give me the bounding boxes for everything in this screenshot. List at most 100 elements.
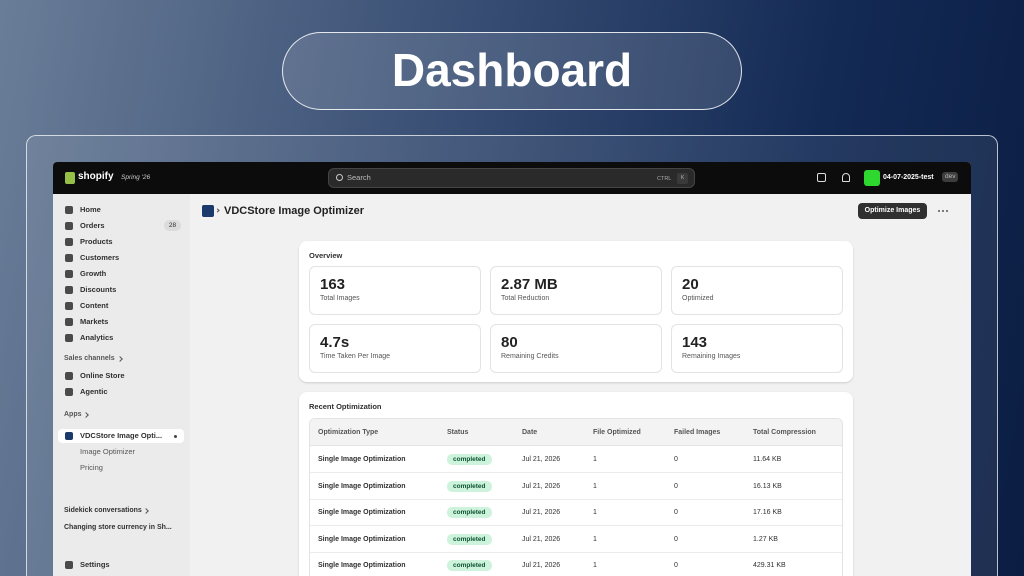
nav-item[interactable]: Home [80,205,101,214]
table-cell: Jul 21, 2026 [522,535,561,543]
status-badge: completed [447,560,492,571]
column-header: Failed Images [674,429,721,436]
stat-box: 4.7s Time Taken Per Image [309,324,481,373]
nav-icon [65,318,73,326]
nav-item[interactable]: Settings [80,560,110,569]
column-header: Total Compression [753,429,816,436]
stat-box: 80 Remaining Credits [490,324,662,373]
table-cell: Jul 21, 2026 [522,562,561,569]
app-icon [202,205,214,217]
table-cell: 429.31 KB [753,562,786,569]
row-divider [310,525,842,526]
app-name: VDCStore Image Optimizer [224,205,364,217]
table-cell: Single Image Optimization [318,509,406,516]
nav-item[interactable]: VDCStore Image Opti... [80,431,163,440]
nav-icon [65,254,73,262]
conversation[interactable]: Changing store currency in Sh... [64,524,172,531]
nav-item[interactable]: Agentic [80,387,108,396]
avatar[interactable] [864,170,880,186]
shortcut-key: CTRL [657,176,672,182]
logo-icon [65,172,75,184]
nav-icon [65,222,73,230]
stat-box: 143 Remaining Images [671,324,843,373]
stat-label: Remaining Credits [501,353,559,360]
stat-box: 20 Optimized [671,266,843,315]
nav-icon [65,372,73,380]
nav-item[interactable]: Online Store [80,371,125,380]
stat-label: Remaining Images [682,353,741,360]
nav-item[interactable]: Content [80,301,109,310]
table-cell: 16.13 KB [753,482,782,490]
table-cell: 1 [593,482,597,490]
nav-icon [65,334,73,342]
app-window: shopify Spring '26 Search CTRL K 04-07-2025-t… [53,162,971,576]
table-cell: Jul 21, 2026 [522,482,561,490]
card-title: Recent Optimization [309,402,382,411]
nav-count: 28 [164,220,181,231]
stat-value: 80 [501,334,518,351]
more-dot [942,210,944,212]
column-header: File Optimized [593,429,641,436]
store-icon[interactable] [817,173,826,182]
primary-button[interactable]: Optimize Images [858,203,927,219]
selected-bg [58,429,184,443]
more-dot [946,210,948,212]
search-box[interactable]: Search CTRL K [328,168,695,188]
stat-value: 4.7s [320,334,350,351]
nav-item[interactable]: Products [80,237,113,246]
table-cell: 0 [674,509,678,516]
nav-item[interactable]: Analytics [80,333,114,342]
nav-icon [65,388,73,396]
chevron [143,508,149,514]
table-cell: Single Image Optimization [318,456,406,463]
nav-item[interactable]: Customers [80,253,120,262]
chevron [117,356,123,362]
section-title[interactable]: Sidekick conversations [64,507,142,514]
sub-nav-item[interactable]: Image Optimizer [80,447,136,456]
shortcut-key: K [677,173,688,184]
row-divider [310,472,842,473]
table-cell: 0 [674,482,678,490]
nav-icon [65,302,73,310]
column-header: Optimization Type [318,429,379,436]
stat-value: 2.87 MB [501,276,558,293]
stat-label: Total Reduction [501,295,550,302]
overview-card: Overview 163 Total Images 2.87 MB Total Redu… [299,241,853,382]
nav-item[interactable]: Growth [80,269,107,278]
sub-nav-item[interactable]: Pricing [80,463,103,472]
top-bar: shopify Spring '26 Search CTRL K 04-07-2025-t… [53,162,971,194]
nav-item[interactable]: Discounts [80,285,117,294]
nav-item[interactable]: Orders [80,221,105,230]
row-divider [310,551,842,553]
table-cell: Jul 21, 2026 [522,509,561,516]
chevron [83,412,89,418]
nav-icon [65,270,73,278]
more-dot [938,210,940,212]
stat-box: 163 Total Images [309,266,481,315]
status-badge: completed [447,533,492,545]
table-cell: 1 [593,562,597,569]
card-title: Overview [309,251,343,260]
stat-value: 20 [682,276,699,293]
column-header: Status [447,429,469,436]
brand: shopify [78,171,114,182]
row-divider [310,498,842,500]
nav-icon [65,561,73,569]
bell-icon[interactable] [842,173,850,182]
table-cell: 0 [674,456,678,463]
stat-label: Optimized [682,295,714,302]
table-cell: Single Image Optimization [318,482,406,490]
env-badge: dev [942,172,959,182]
page-title: Dashboard [282,32,742,110]
sidebar: Home Orders 28 Products Customers Growth Disco… [53,194,190,576]
nav-item[interactable]: Markets [80,317,109,326]
nav-icon [65,432,73,440]
table-cell: 0 [674,535,678,543]
stat-label: Time Taken Per Image [320,353,391,360]
section-title[interactable]: Sales channels [64,355,115,362]
section-title[interactable]: Apps [64,411,82,418]
nav-icon [65,206,73,214]
nav-icon [65,286,73,294]
column-header: Date [522,429,538,436]
